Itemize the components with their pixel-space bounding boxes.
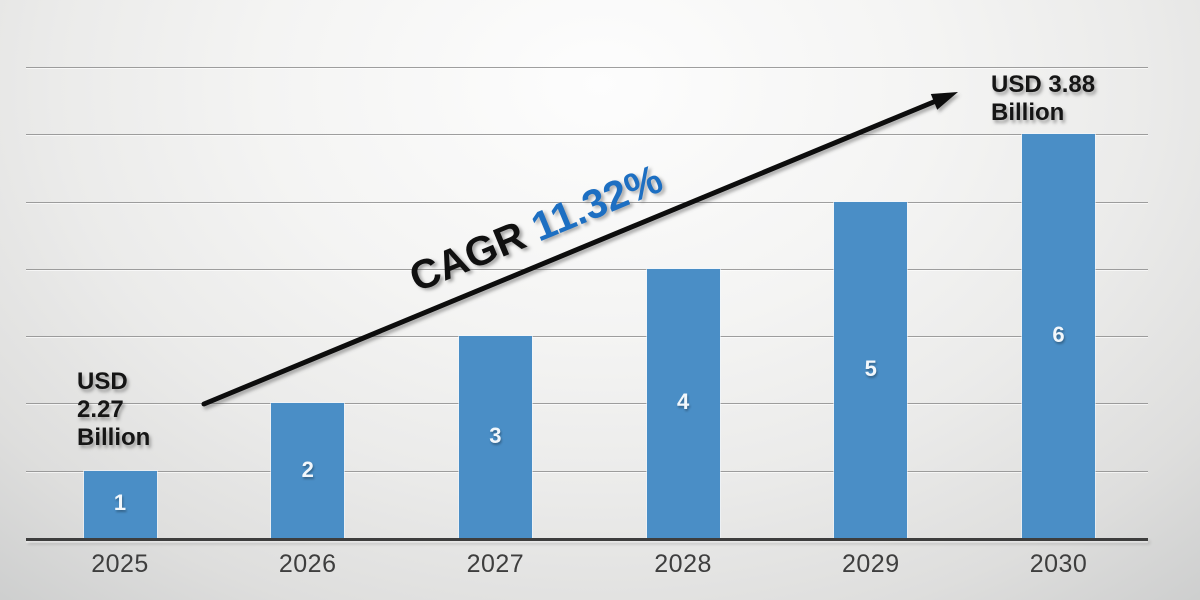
bar-2026: 2 [271, 403, 345, 538]
gridline [26, 268, 1148, 270]
bar-value-label: 1 [113, 490, 127, 516]
bar-value-label: 5 [864, 355, 877, 381]
gridline [26, 66, 1148, 68]
x-axis-label-2025: 2025 [91, 550, 149, 578]
trend-arrow-shaft [201, 98, 939, 407]
gridline [26, 201, 1148, 203]
x-axis-label-2028: 2028 [654, 550, 712, 578]
gridline [26, 336, 1148, 338]
bar-value-label: 4 [676, 389, 690, 415]
x-axis-label-2026: 2026 [278, 550, 337, 578]
x-axis-label-2029: 2029 [841, 550, 900, 578]
start-value-line: 2.27 [77, 396, 124, 423]
x-axis-line [26, 538, 1148, 541]
end-value-line: Billion [991, 99, 1065, 126]
start-value-line: USD [77, 368, 128, 395]
bar-value-label: 3 [489, 423, 502, 449]
bar-value-label: 2 [301, 456, 314, 482]
gridline [26, 403, 1148, 405]
bar-value-label: 6 [1052, 322, 1065, 348]
gridline [26, 470, 1148, 472]
start-value-line: Billion [77, 424, 151, 451]
x-axis-label-2027: 2027 [466, 550, 525, 578]
bar-2027: 3 [458, 336, 532, 538]
start-value-annotation: USD 2.27 Billion [77, 368, 150, 452]
gridline [26, 134, 1148, 136]
bar-2025: 1 [83, 470, 157, 538]
end-value-line: USD 3.88 [991, 71, 1096, 98]
x-axis-label-2030: 2030 [1029, 550, 1088, 578]
end-value-annotation: USD 3.88 Billion [991, 71, 1095, 127]
bar-2029: 5 [834, 201, 908, 538]
bar-2028: 4 [646, 268, 720, 538]
trend-arrow-head-icon [930, 92, 958, 110]
bar-2030: 6 [1022, 134, 1095, 538]
